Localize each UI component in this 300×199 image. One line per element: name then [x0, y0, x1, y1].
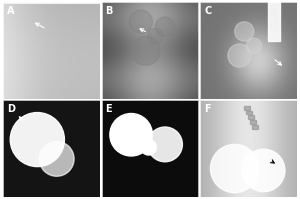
Text: C: C: [204, 6, 211, 16]
Circle shape: [235, 22, 254, 41]
Circle shape: [210, 144, 259, 193]
Bar: [244, 106, 250, 110]
Circle shape: [39, 141, 74, 176]
Bar: [252, 125, 258, 129]
Circle shape: [155, 17, 175, 36]
Bar: [246, 111, 252, 114]
Text: A: A: [7, 6, 14, 16]
Circle shape: [10, 112, 64, 167]
Bar: [248, 115, 254, 119]
Circle shape: [228, 44, 251, 67]
Circle shape: [242, 149, 285, 192]
Text: D: D: [7, 104, 15, 114]
Text: F: F: [204, 104, 211, 114]
Circle shape: [246, 38, 262, 54]
Circle shape: [141, 139, 156, 155]
Bar: [268, 2, 280, 41]
Circle shape: [148, 28, 163, 44]
Text: E: E: [106, 104, 112, 114]
Circle shape: [148, 127, 182, 162]
Circle shape: [110, 113, 152, 156]
Circle shape: [129, 10, 152, 33]
Circle shape: [131, 36, 160, 65]
Bar: [250, 120, 256, 124]
Text: B: B: [106, 6, 113, 16]
